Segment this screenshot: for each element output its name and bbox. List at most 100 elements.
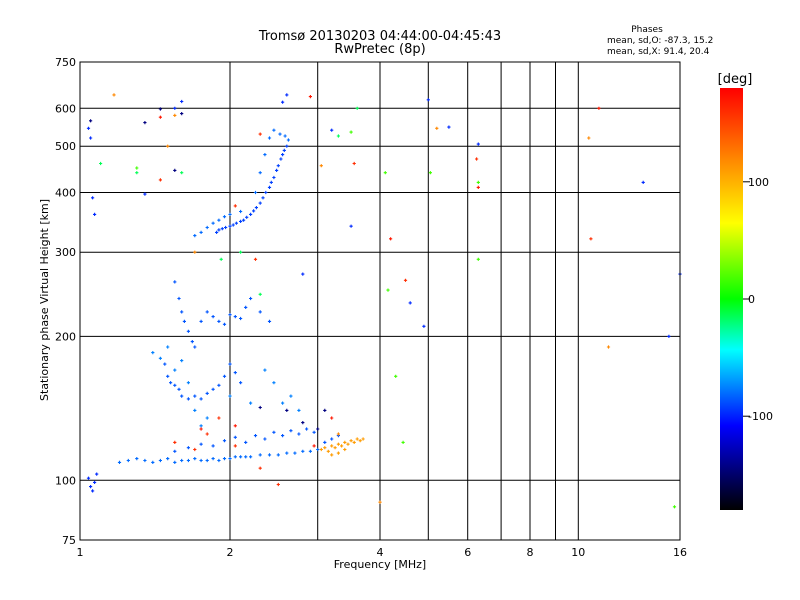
echo-point: [272, 381, 276, 385]
echo-point: [249, 401, 253, 405]
echo-point: [349, 439, 353, 443]
echo-point: [228, 457, 232, 461]
echo-point: [193, 394, 197, 398]
echo-point: [378, 500, 382, 504]
echo-point: [336, 134, 340, 138]
echo-point: [166, 144, 170, 148]
echo-point: [476, 142, 480, 146]
echo-point: [305, 427, 309, 431]
echo-point: [258, 171, 262, 175]
echo-point: [143, 121, 147, 125]
echo-point: [276, 164, 280, 168]
echo-point: [234, 221, 238, 225]
x-tick-labels: 1 2 4 6 8 10 16: [77, 546, 688, 559]
echo-point: [394, 374, 398, 378]
echo-point: [233, 315, 237, 319]
echo-point: [267, 185, 272, 189]
echo-point: [285, 93, 289, 97]
echo-point: [186, 329, 190, 333]
echo-point: [301, 272, 305, 276]
echo-point: [254, 206, 258, 210]
echo-point: [316, 447, 320, 452]
echo-point: [173, 383, 177, 387]
echo-point: [186, 458, 190, 463]
echo-point: [220, 227, 224, 231]
echo-point: [330, 453, 334, 457]
echo-point: [173, 368, 177, 372]
echo-point: [336, 442, 340, 446]
echo-point: [215, 230, 219, 234]
echo-point: [173, 106, 177, 110]
stats-line-x: mean, sd,X: 91.4, 20.4: [607, 47, 710, 57]
x-tick-label: 10: [571, 546, 585, 559]
echo-point: [428, 171, 432, 175]
echo-point: [199, 319, 203, 323]
echo-point: [199, 397, 203, 401]
echo-point: [86, 126, 91, 130]
echo-point: [222, 439, 227, 443]
echo-point: [435, 126, 439, 130]
x-tick-label: 16: [673, 546, 687, 559]
echo-point: [112, 93, 116, 97]
echo-point: [199, 442, 203, 446]
stats-heading: Phases: [631, 25, 663, 35]
colorbar-tick-label: 0: [748, 293, 755, 306]
echo-point: [180, 112, 184, 116]
echo-point: [158, 107, 162, 111]
x-axis-label: Frequency [MHz]: [334, 558, 426, 571]
echo-point: [173, 113, 177, 117]
echo-point: [447, 125, 451, 129]
x-tick-label: 6: [464, 546, 471, 559]
echo-point: [276, 482, 280, 487]
echo-point: [476, 185, 480, 189]
chart-subtitle: RwPretec (8p): [334, 42, 425, 57]
echo-point: [166, 374, 170, 378]
echo-point: [326, 449, 330, 453]
echo-point: [308, 95, 312, 99]
echo-point: [258, 132, 262, 136]
echo-point: [217, 228, 221, 232]
echo-point: [330, 416, 334, 420]
echo-point: [301, 421, 305, 425]
echo-point: [205, 310, 209, 314]
echo-point: [589, 237, 593, 241]
echo-point: [401, 440, 405, 444]
echo-point: [193, 447, 197, 452]
echo-point: [193, 408, 197, 412]
echo-point: [249, 212, 253, 216]
echo-point: [222, 457, 227, 461]
echo-point: [217, 218, 221, 222]
echo-point: [587, 136, 591, 140]
echo-point: [355, 106, 359, 110]
echo-point: [297, 408, 301, 412]
echo-point: [233, 371, 237, 375]
echo-point: [343, 440, 347, 444]
echo-point: [330, 128, 334, 132]
colorbar-ticks: 100 0 -100: [743, 176, 773, 423]
y-tick-label: 75: [62, 534, 76, 547]
echo-point: [239, 381, 243, 385]
echo-point: [158, 115, 162, 119]
echo-point: [267, 136, 272, 140]
echo-point: [323, 446, 327, 450]
echo-point: [228, 394, 232, 398]
echo-point: [475, 157, 479, 161]
x-tick-label: 1: [77, 546, 84, 559]
echo-point: [173, 449, 177, 453]
colorbar: [720, 88, 743, 510]
echo-point: [272, 430, 276, 434]
echo-point: [281, 434, 285, 438]
echo-point: [244, 305, 248, 309]
echo-point: [258, 405, 262, 410]
echo-point: [383, 171, 387, 175]
echo-point: [672, 505, 677, 509]
echo-point: [272, 128, 276, 132]
echo-point: [151, 460, 155, 464]
echo-point: [91, 489, 95, 493]
y-axis-label: Stationary phase Virtual Height [km]: [38, 199, 51, 401]
echo-point: [222, 215, 227, 219]
grid: [79, 62, 681, 540]
echo-point: [233, 455, 237, 459]
echo-point: [205, 458, 209, 463]
echo-point: [89, 119, 93, 123]
